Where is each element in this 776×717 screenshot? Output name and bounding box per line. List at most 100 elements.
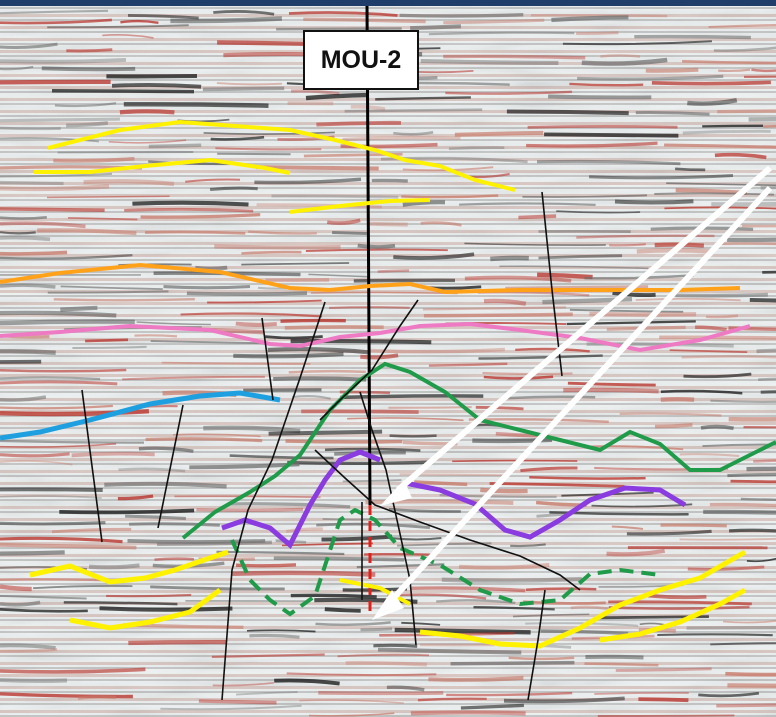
reflector-band	[0, 584, 32, 592]
reflector-band	[360, 353, 399, 360]
reflector-band	[291, 394, 331, 400]
reflector-band	[499, 265, 649, 270]
reflector-band	[299, 699, 404, 704]
reflector-band	[585, 654, 644, 660]
reflector-band	[577, 74, 724, 81]
horizon-green-dashed	[230, 507, 661, 617]
horizon-blue	[0, 390, 281, 441]
reflector-band	[443, 18, 545, 25]
reflector-band	[232, 570, 376, 577]
reflector-band	[0, 404, 113, 410]
reflector-band	[683, 372, 752, 379]
reflector-band	[490, 255, 529, 262]
reflector-band	[0, 647, 58, 653]
reflector-band	[371, 178, 408, 183]
reflector-band	[626, 529, 712, 536]
reflector-band	[760, 185, 776, 190]
reflector-band	[506, 109, 629, 116]
reflector-band	[227, 502, 351, 509]
reflector-band	[702, 443, 776, 448]
reflector-band	[77, 695, 117, 700]
reflector-band	[703, 509, 776, 515]
reflector-band	[210, 135, 265, 141]
reflector-band	[0, 439, 145, 444]
reflector-band	[321, 534, 393, 542]
reflector-band	[679, 453, 740, 458]
reflector-band	[276, 27, 402, 31]
reflector-band	[53, 298, 195, 302]
reflector-band	[464, 275, 572, 283]
reflector-band	[638, 697, 689, 703]
reflector-band	[71, 451, 155, 458]
reflector-band	[174, 495, 321, 499]
reflector-band	[67, 217, 138, 221]
reflector-band	[316, 522, 431, 529]
reflector-band	[478, 354, 603, 360]
reflector-band	[0, 521, 106, 526]
reflector-band	[635, 297, 741, 302]
reflector-band	[452, 459, 578, 463]
reflector-band	[716, 703, 776, 708]
reflector-band	[698, 691, 760, 698]
reflector-band	[386, 685, 425, 692]
reflector-band	[0, 184, 110, 192]
reflector-band	[695, 325, 727, 332]
reflector-band	[566, 320, 696, 326]
reflector-band	[305, 248, 448, 252]
reflector-band	[746, 557, 776, 563]
reflector-band	[271, 194, 399, 199]
reflector-band	[0, 600, 41, 607]
arrow-1-head	[380, 480, 412, 506]
reflector-band	[288, 11, 398, 17]
reflector-band	[33, 585, 133, 590]
reflector-band	[526, 141, 658, 148]
reflector-band	[161, 361, 311, 365]
reflector-band	[510, 543, 546, 548]
reflector-band	[635, 111, 710, 116]
reflector-band	[522, 194, 648, 198]
fault-8	[527, 589, 546, 701]
reflector-band	[119, 109, 175, 115]
reflector-band	[417, 70, 474, 74]
reflector-band	[305, 92, 369, 101]
reflector-band	[288, 369, 366, 374]
reflector-band	[746, 466, 776, 472]
reflector-band	[748, 117, 776, 122]
reflector-band	[274, 678, 340, 686]
reflector-band	[664, 206, 776, 210]
reflector-band	[657, 633, 773, 637]
reflector-band	[0, 18, 112, 25]
reflector-band	[53, 156, 135, 163]
reflector-band	[529, 476, 646, 480]
reflector-band	[83, 179, 175, 187]
reflector-band	[241, 250, 302, 255]
reflector-band	[364, 552, 432, 556]
horizon-yellow-mid	[339, 578, 411, 606]
reflector-band	[422, 306, 567, 311]
reflector-band	[0, 65, 34, 71]
reflector-band	[0, 310, 117, 318]
reflector-band	[318, 691, 444, 696]
reflector-band	[569, 82, 644, 87]
reflector-band	[0, 443, 117, 448]
reflector-band	[216, 550, 345, 556]
reflector-band	[0, 117, 120, 123]
reflector-band	[417, 697, 487, 702]
reflector-band	[316, 120, 402, 127]
reflector-band	[569, 308, 684, 313]
reflector-band	[749, 297, 776, 303]
reflector-band	[315, 621, 391, 627]
reflector-band	[160, 704, 302, 711]
reflector-band	[489, 482, 625, 488]
reflector-band	[59, 508, 195, 515]
reflector-band	[344, 108, 483, 113]
reflector-band	[606, 325, 686, 331]
reflector-band	[170, 16, 283, 24]
reflector-band	[472, 437, 553, 444]
reflector-band	[753, 459, 776, 463]
reflector-band	[0, 380, 118, 386]
reflector-band	[235, 563, 297, 568]
reflector-band	[660, 523, 727, 528]
reflector-band	[342, 136, 461, 142]
reflector-band	[154, 557, 194, 561]
